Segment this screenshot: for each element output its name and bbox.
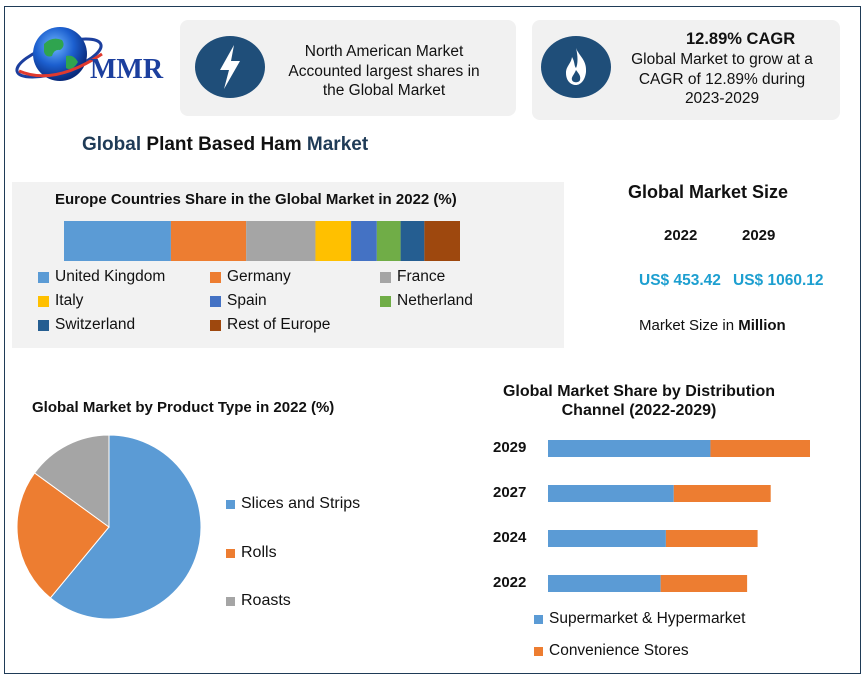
legend-label: Roasts — [241, 592, 291, 609]
pie-legend-roasts: Roasts — [226, 592, 291, 610]
north-america-text: North American Market Accounted largest … — [288, 43, 480, 99]
legend-label: Convenience Stores — [549, 642, 689, 659]
dist-bar-2029-convenience-stores — [710, 440, 810, 457]
legend-label: Rolls — [241, 544, 277, 561]
legend-label: Switzerland — [55, 316, 136, 333]
market-size-value-2022: US$ 453.42 — [639, 272, 721, 289]
europe-bar-segment-switzerland — [400, 221, 425, 261]
legend-swatch — [210, 295, 221, 307]
market-size-unit: Market Size in Million — [639, 317, 786, 334]
legend-label: Supermarket & Hypermarket — [549, 610, 746, 627]
legend-label: Rest of Europe — [227, 316, 331, 333]
distribution-chart — [548, 440, 810, 592]
product-type-pie — [16, 434, 202, 620]
legend-swatch — [226, 596, 235, 606]
legend-label: Slices and Strips — [241, 495, 361, 512]
legend-swatch — [38, 271, 49, 283]
europe-share-panel — [12, 182, 564, 348]
legend-swatch — [534, 646, 543, 656]
legend-label: United Kingdom — [55, 268, 166, 285]
legend-swatch — [210, 271, 221, 283]
legend-label: Spain — [227, 292, 267, 309]
legend-swatch — [226, 499, 235, 509]
legend-swatch — [534, 614, 543, 624]
europe-bar-segment-united-kingdom — [64, 221, 171, 261]
lightning-bolt-icon — [195, 36, 265, 98]
europe-legend-netherland: Netherland — [380, 292, 473, 310]
europe-bar-segment-germany — [170, 221, 247, 261]
legend-label: Italy — [55, 292, 84, 309]
europe-legend-united-kingdom: United Kingdom — [38, 268, 165, 286]
pie-slice-slices-and-strips — [49, 434, 202, 620]
legend-label: Netherland — [397, 292, 473, 309]
europe-legend-switzerland: Switzerland — [38, 316, 135, 334]
legend-label: France — [397, 268, 446, 285]
pie-slice-roasts — [33, 434, 110, 528]
legend-swatch — [210, 319, 221, 331]
cagr-title: 12.89% CAGR — [686, 30, 796, 48]
dist-year-label-2022: 2022 — [493, 574, 527, 591]
dist-bar-2022-supermarket-hypermarket — [548, 575, 661, 592]
legend-swatch — [38, 295, 49, 307]
europe-legend-rest-of-europe: Rest of Europe — [210, 316, 330, 334]
legend-swatch — [380, 271, 391, 283]
dist-year-label-2024: 2024 — [493, 529, 527, 546]
dist-bar-2024-convenience-stores — [665, 530, 758, 547]
pie-slice-rolls — [16, 472, 110, 599]
europe-bar-segment-italy — [315, 221, 352, 261]
europe-legend-germany: Germany — [210, 268, 291, 286]
distribution-title: Global Market Share by Distribution Chann… — [502, 383, 776, 419]
dist-bar-2027-supermarket-hypermarket — [548, 485, 674, 502]
europe-bar-segment-netherland — [376, 221, 401, 261]
dist-legend-supermarket-hypermarket: Supermarket & Hypermarket — [534, 610, 745, 628]
europe-bar-segment-france — [246, 221, 316, 261]
europe-legend-france: France — [380, 268, 445, 286]
dist-year-label-2027: 2027 — [493, 484, 527, 501]
dist-bar-2024-supermarket-hypermarket — [548, 530, 666, 547]
market-size-value-2029: US$ 1060.12 — [733, 272, 824, 289]
dist-bar-2027-convenience-stores — [673, 485, 771, 502]
legend-swatch — [226, 548, 235, 558]
market-size-year-2022: 2022 — [664, 227, 698, 244]
europe-stacked-bar — [64, 221, 460, 261]
market-size-title: Global Market Size — [628, 182, 789, 202]
mmr-logo: MMR — [15, 27, 164, 85]
dist-legend-convenience-stores: Convenience Stores — [534, 642, 689, 660]
cagr-text: Global Market to grow at a CAGR of 12.89… — [631, 51, 813, 107]
flame-icon — [541, 36, 611, 98]
market-size-year-2029: 2029 — [742, 227, 776, 244]
dist-year-label-2029: 2029 — [493, 439, 527, 456]
pie-legend-rolls: Rolls — [226, 544, 277, 562]
legend-swatch — [380, 295, 391, 307]
europe-bar-segment-rest-of-europe — [424, 221, 460, 261]
europe-chart-title: Europe Countries Share in the Global Mar… — [55, 191, 457, 208]
pie-legend-slices-and-strips: Slices and Strips — [226, 495, 360, 513]
europe-legend-spain: Spain — [210, 292, 267, 310]
europe-bar-segment-spain — [351, 221, 377, 261]
dist-bar-2029-supermarket-hypermarket — [548, 440, 711, 457]
product-type-title: Global Market by Product Type in 2022 (%… — [32, 399, 335, 416]
dist-bar-2022-convenience-stores — [660, 575, 748, 592]
legend-swatch — [38, 319, 49, 331]
logo-text: MMR — [90, 54, 164, 85]
europe-legend-italy: Italy — [38, 292, 83, 310]
page-title: Global Plant Based Ham Market — [82, 134, 369, 155]
legend-label: Germany — [227, 268, 291, 285]
